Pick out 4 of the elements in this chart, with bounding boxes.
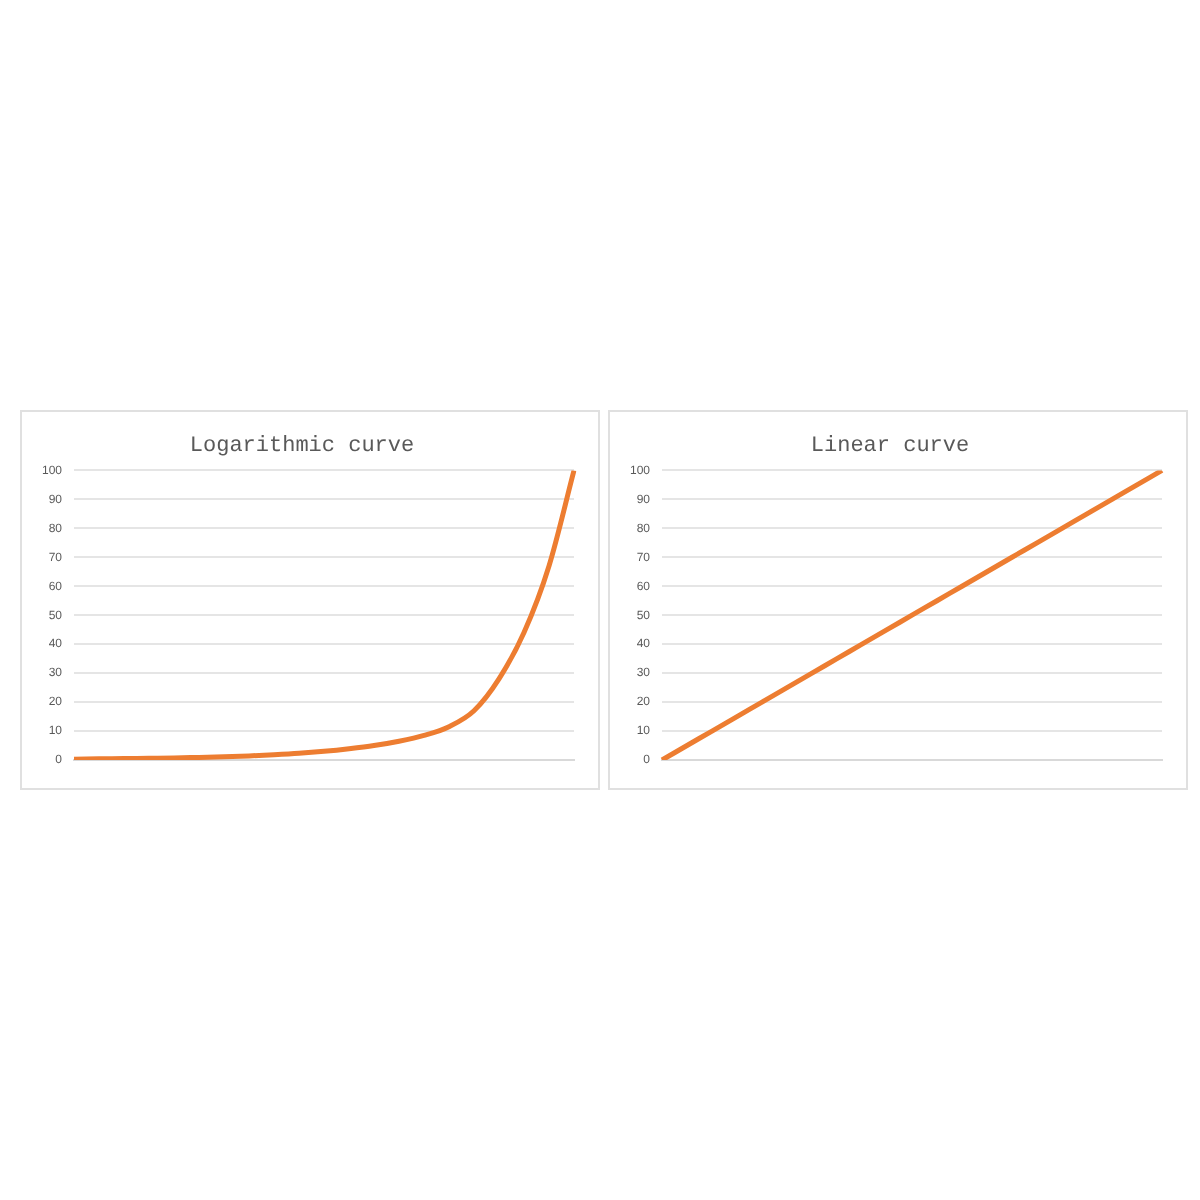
chart-title: Linear curve — [810, 435, 970, 460]
line-series — [71, 470, 577, 760]
chart-title: Logarithmic curve — [189, 435, 415, 460]
line-series — [659, 470, 1165, 760]
